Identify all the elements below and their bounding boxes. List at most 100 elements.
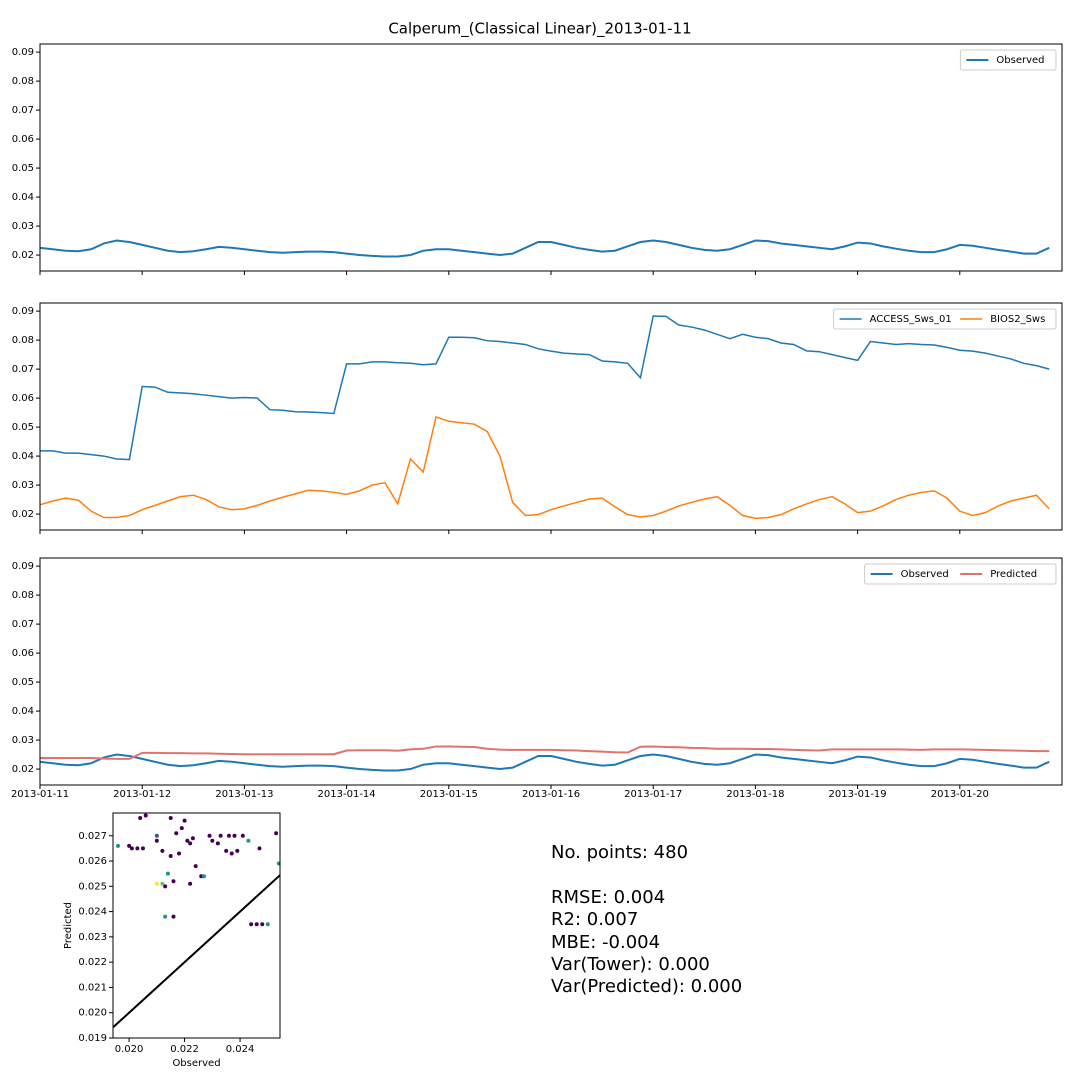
scatter-point: [171, 914, 176, 919]
scatter-point: [179, 826, 184, 831]
y-tick-label: 0.03: [12, 221, 34, 232]
y-tick-label: 0.021: [78, 982, 107, 993]
series-line: [40, 315, 1050, 461]
scatter-point: [177, 851, 182, 856]
legend-label: Observed: [901, 569, 949, 580]
plot-frame: [112, 812, 281, 1039]
stat-line: R2: 0.007: [551, 909, 638, 930]
x-tick-label: 0.020: [115, 1044, 144, 1055]
stat-line: Var(Tower): 0.000: [551, 954, 710, 975]
y-tick-label: 0.02: [12, 250, 34, 261]
one-to-one-line: [113, 874, 280, 1029]
scatter-point: [185, 838, 190, 843]
y-tick-label: 0.05: [12, 677, 34, 688]
scatter-point: [163, 914, 168, 919]
y-tick-label: 0.08: [12, 590, 34, 601]
scatter-point: [135, 846, 140, 851]
y-tick-label: 0.07: [12, 364, 34, 375]
scatter-point: [168, 853, 173, 858]
x-tick-label: 2013-01-13: [215, 789, 273, 800]
scatter-point: [115, 843, 120, 848]
scatter-point: [218, 833, 223, 838]
scatter-point: [160, 881, 165, 886]
y-tick-label: 0.06: [12, 648, 34, 659]
scatter-point: [235, 848, 240, 853]
x-tick-label: 2013-01-11: [11, 789, 69, 800]
x-tick-label: 2013-01-19: [829, 789, 887, 800]
legend-box: [959, 49, 1057, 71]
legend-box: [833, 308, 1057, 330]
scatter-point: [254, 922, 259, 927]
y-tick-label: 0.025: [78, 881, 107, 892]
stat-line: Var(Predicted): 0.000: [551, 976, 742, 997]
x-tick-label: 2013-01-16: [522, 789, 580, 800]
series-line: [40, 745, 1050, 760]
y-tick-label: 0.07: [12, 619, 34, 630]
scatter-point: [276, 861, 280, 866]
figure-title: Calperum_(Classical Linear)_2013-01-11: [388, 20, 691, 39]
y-tick-label: 0.03: [12, 735, 34, 746]
y-tick-label: 0.07: [12, 105, 34, 116]
y-tick-label: 0.02: [12, 764, 34, 775]
y-tick-label: 0.08: [12, 76, 34, 87]
scatter-point: [210, 838, 215, 843]
scatter-point: [193, 864, 198, 869]
legend-label: Predicted: [990, 569, 1037, 580]
scatter-point: [229, 851, 234, 856]
y-tick-label: 0.05: [12, 422, 34, 433]
x-tick-label: 2013-01-15: [420, 789, 478, 800]
scatter-point: [140, 846, 145, 851]
scatter-point: [199, 874, 204, 879]
y-tick-label: 0.06: [12, 134, 34, 145]
x-tick-label: 2013-01-20: [931, 789, 989, 800]
y-tick-label: 0.03: [12, 480, 34, 491]
scatter-point: [129, 846, 134, 851]
legend-label: BIOS2_Sws: [990, 314, 1045, 325]
scatter-point: [143, 813, 148, 818]
scatter-point: [260, 922, 265, 927]
series-line: [40, 415, 1050, 520]
y-tick-label: 0.05: [12, 163, 34, 174]
x-tick-label: 0.022: [170, 1044, 199, 1055]
x-tick-label: 2013-01-12: [113, 789, 171, 800]
y-tick-label: 0.019: [78, 1033, 107, 1044]
y-tick-label: 0.026: [78, 856, 107, 867]
scatter-point: [154, 881, 159, 886]
scatter-point: [226, 833, 231, 838]
x-axis-label: Observed: [172, 1058, 220, 1069]
y-tick-label: 0.06: [12, 393, 34, 404]
scatter-point: [182, 818, 187, 823]
scatter-point: [240, 833, 245, 838]
scatter-point: [207, 833, 212, 838]
scatter-point: [163, 884, 168, 889]
y-tick-label: 0.04: [12, 451, 34, 462]
stat-line: RMSE: 0.004: [551, 887, 665, 908]
y-tick-label: 0.09: [12, 306, 34, 317]
scatter-point: [188, 881, 193, 886]
scatter-point: [190, 836, 195, 841]
scatter-point: [138, 816, 143, 821]
series-line: [40, 239, 1050, 258]
y-tick-label: 0.02: [12, 509, 34, 520]
scatter-point: [246, 838, 251, 843]
x-tick-label: 2013-01-14: [318, 789, 376, 800]
stat-line: MBE: -0.004: [551, 932, 660, 953]
scatter-point: [249, 922, 254, 927]
stat-line: No. points: 480: [551, 842, 688, 863]
scatter-point: [257, 846, 262, 851]
scatter-point: [274, 831, 279, 836]
y-tick-label: 0.023: [78, 932, 107, 943]
scatter-point: [165, 871, 170, 876]
y-tick-label: 0.020: [78, 1008, 107, 1019]
y-tick-label: 0.04: [12, 706, 34, 717]
scatter-point: [154, 833, 159, 838]
y-tick-label: 0.09: [12, 47, 34, 58]
y-tick-label: 0.08: [12, 335, 34, 346]
y-tick-label: 0.04: [12, 192, 34, 203]
scatter-point: [232, 833, 237, 838]
scatter-point: [201, 874, 206, 879]
y-tick-label: 0.027: [78, 831, 107, 842]
scatter-point: [174, 831, 179, 836]
